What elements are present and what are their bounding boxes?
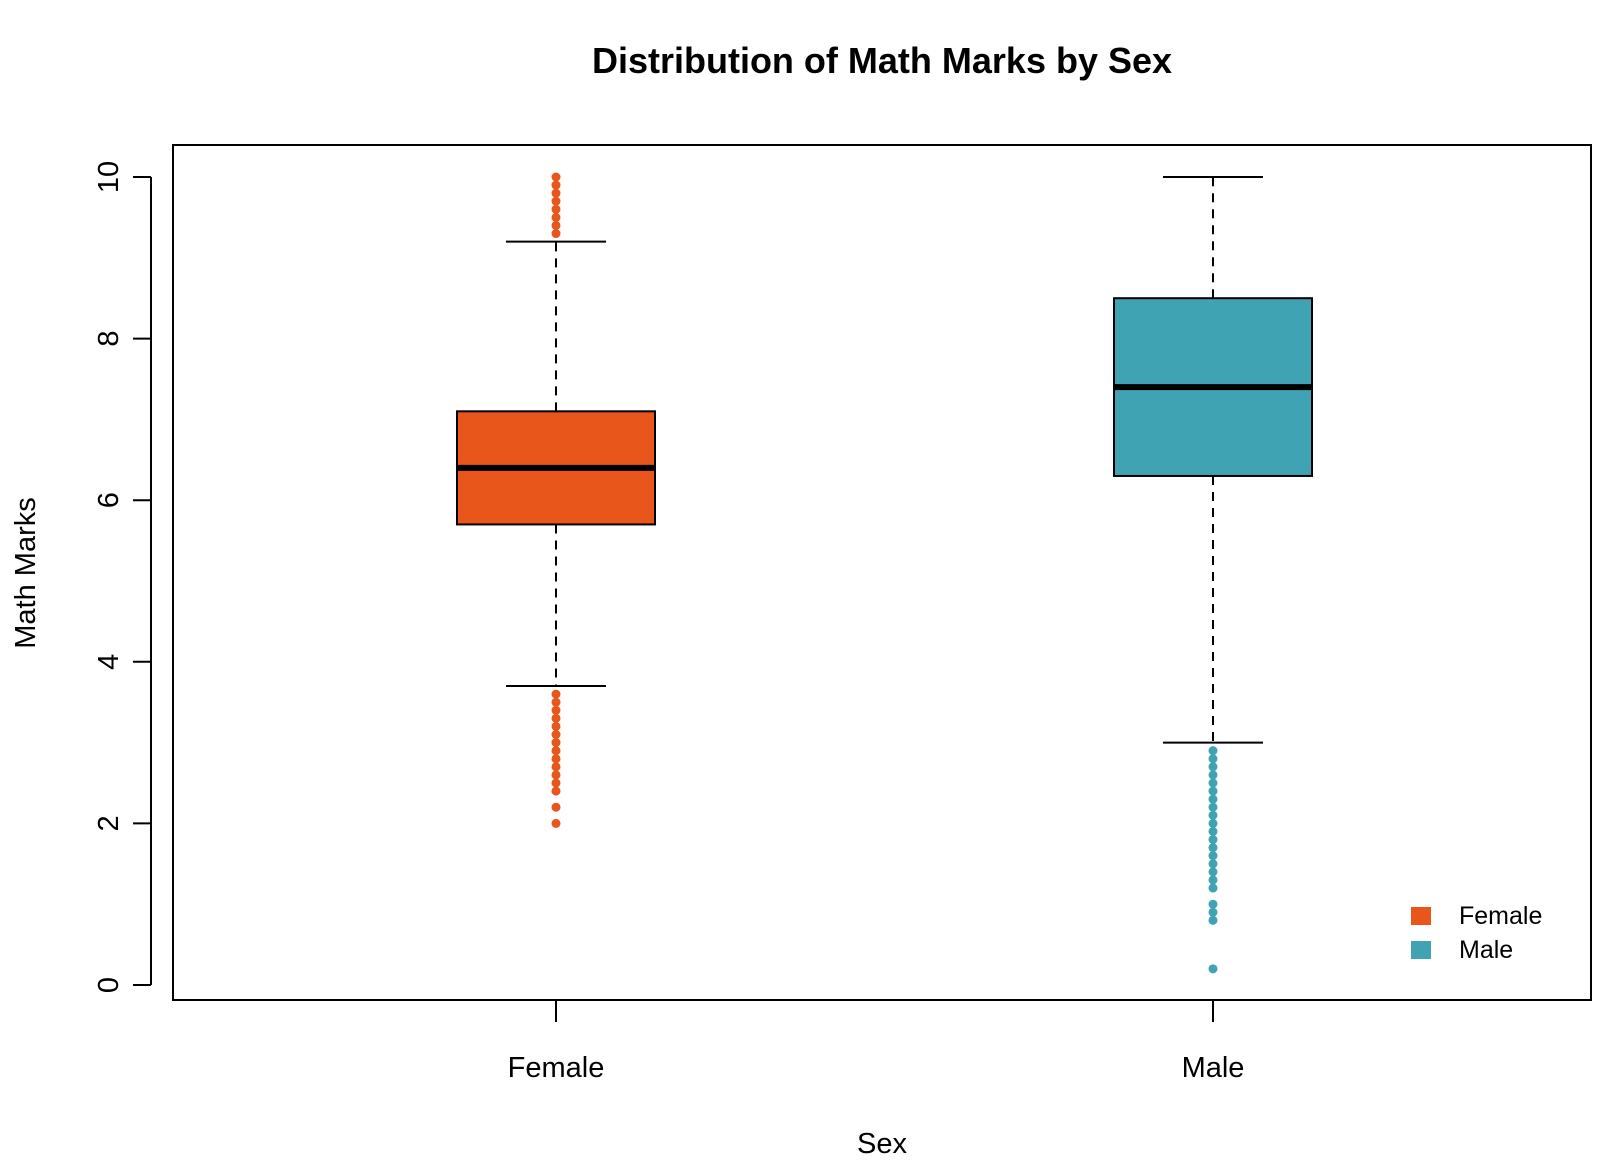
outlier-male-20 [1208, 754, 1218, 764]
outlier-male-0 [1208, 964, 1218, 974]
x-axis-label: Sex [857, 1128, 907, 1160]
outlier-female-2 [551, 786, 561, 796]
x-tick-label-1: Male [1182, 1052, 1245, 1084]
outlier-male-14 [1208, 802, 1218, 812]
outlier-male-7 [1208, 859, 1218, 869]
outlier-female-22 [551, 172, 561, 182]
y-tick-label-5: 10 [93, 161, 125, 193]
chart-title: Distribution of Math Marks by Sex [592, 40, 1172, 81]
outlier-female-9 [551, 730, 561, 740]
outlier-female-12 [551, 705, 561, 715]
outlier-male-2 [1208, 907, 1218, 917]
outlier-female-1 [551, 802, 561, 812]
outlier-male-5 [1208, 875, 1218, 885]
x-axis: Female Male [508, 1000, 1245, 1084]
outlier-female-5 [551, 762, 561, 772]
y-tick-label-0: 0 [93, 977, 125, 993]
boxes [456, 172, 1313, 974]
outlier-male-10 [1208, 835, 1218, 845]
outlier-female-0 [551, 818, 561, 828]
outlier-female-13 [551, 697, 561, 707]
outlier-male-3 [1208, 899, 1218, 909]
outlier-male-13 [1208, 810, 1218, 820]
outlier-male-15 [1208, 794, 1218, 804]
outlier-female-16 [551, 220, 561, 230]
outlier-female-21 [551, 180, 561, 190]
legend-label-female: Female [1459, 902, 1542, 930]
outlier-male-6 [1208, 867, 1218, 877]
outlier-male-21 [1208, 746, 1218, 756]
outlier-male-18 [1208, 770, 1218, 780]
outlier-male-19 [1208, 762, 1218, 772]
outlier-female-14 [551, 689, 561, 699]
legend-label-male: Male [1459, 936, 1513, 964]
outlier-male-4 [1208, 883, 1218, 893]
box-female [456, 172, 656, 828]
box-male [1113, 176, 1313, 974]
y-tick-label-3: 6 [93, 492, 125, 508]
outlier-female-3 [551, 778, 561, 788]
outlier-male-8 [1208, 851, 1218, 861]
outlier-female-11 [551, 713, 561, 723]
plot-frame [172, 144, 1592, 1001]
y-tick-label-1: 2 [93, 815, 125, 831]
outlier-female-7 [551, 746, 561, 756]
outlier-male-12 [1208, 818, 1218, 828]
legend-swatch-female [1411, 907, 1431, 925]
legend-swatch-male [1411, 941, 1431, 959]
y-tick-label-2: 4 [93, 654, 125, 670]
y-axis: 0 2 4 6 8 10 [93, 161, 152, 993]
outlier-female-4 [551, 770, 561, 780]
x-tick-label-0: Female [508, 1052, 605, 1084]
outlier-male-11 [1208, 826, 1218, 836]
outlier-female-10 [551, 721, 561, 731]
outlier-male-17 [1208, 778, 1218, 788]
outlier-female-19 [551, 196, 561, 206]
outlier-female-20 [551, 188, 561, 198]
y-tick-label-4: 8 [93, 331, 125, 347]
outlier-female-8 [551, 738, 561, 748]
outlier-male-1 [1208, 915, 1218, 925]
outlier-female-6 [551, 754, 561, 764]
outlier-female-17 [551, 212, 561, 222]
legend: Female Male [1411, 902, 1542, 964]
outlier-female-18 [551, 204, 561, 214]
y-axis-label: Math Marks [10, 497, 42, 648]
outlier-female-15 [551, 229, 561, 239]
outlier-male-9 [1208, 843, 1218, 853]
outlier-male-16 [1208, 786, 1218, 796]
